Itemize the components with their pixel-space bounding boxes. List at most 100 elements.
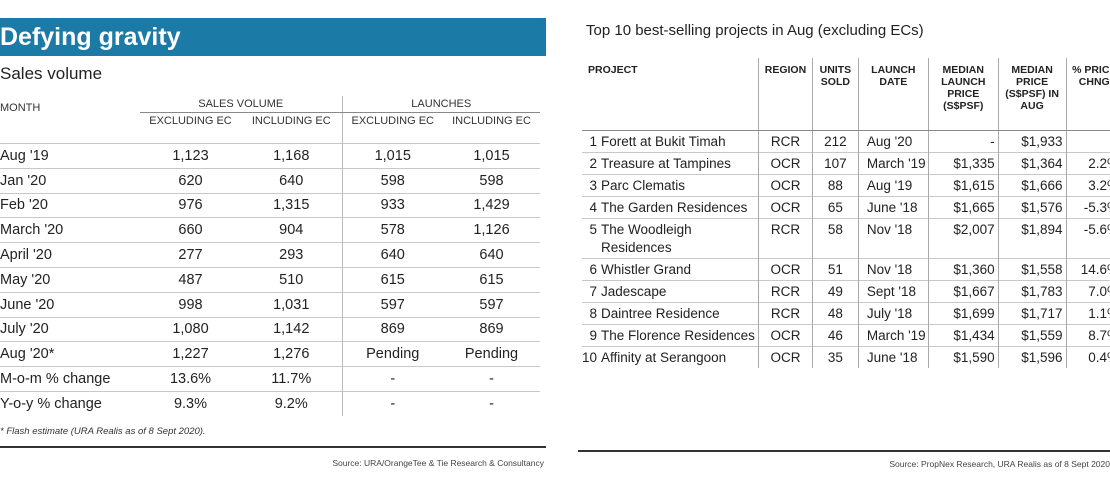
region-cell: RCR (758, 218, 813, 259)
table-row: Y-o-y % change 9.3% 9.2% - - (0, 390, 540, 416)
price-change-cell (1065, 130, 1110, 153)
sales-excluding-ec-cell: 1,080 (140, 316, 241, 342)
median-launch-price-cell: $2,007 (927, 218, 999, 259)
panel-title: Top 10 best-selling projects in Aug (exc… (586, 22, 924, 39)
project-name-cell: The Garden Residences (601, 196, 759, 219)
rank-cell: 3 (582, 174, 602, 197)
median-launch-price-cell: $1,335 (927, 152, 999, 175)
launch-date-cell: Sept '18 (857, 280, 929, 303)
launch-date-cell: June '18 (857, 196, 929, 219)
sales-excluding-ec-cell: 620 (140, 167, 241, 194)
sales-including-ec-cell: 1,168 (241, 143, 342, 169)
header-region: REGION (758, 58, 813, 131)
header-project: PROJECT (582, 58, 759, 131)
sales-including-ec-cell: 1,276 (241, 341, 342, 367)
region-cell: OCR (758, 346, 813, 368)
launch-date-cell: March '19 (857, 324, 929, 347)
rank-cell: 10 (582, 346, 602, 368)
launches-excluding-ec-cell: 933 (341, 192, 443, 218)
table-row: June '20 998 1,031 597 597 (0, 291, 540, 318)
table-row: Aug '20* 1,227 1,276 Pending Pending (0, 341, 540, 367)
launches-excluding-ec-cell: 640 (341, 242, 443, 268)
launches-including-ec-cell: 1,429 (443, 192, 540, 218)
median-price-aug-cell: $1,576 (997, 196, 1067, 219)
rank-cell: 2 (582, 152, 602, 175)
region-cell: OCR (758, 196, 813, 219)
launches-including-ec-cell: 615 (443, 266, 540, 293)
header-price-change: % PRICE CHNG (1065, 58, 1110, 131)
project-name-cell: Daintree Residence (601, 302, 759, 325)
region-cell: OCR (758, 174, 813, 197)
header-launches-excluding-ec: EXCLUDING EC (341, 112, 443, 144)
table-row: 5 The Woodleigh Residences RCR 58 Nov '18 $2,… (582, 218, 1110, 259)
price-change-cell: 1.1% (1065, 302, 1110, 325)
table-row: May '20 487 510 615 615 (0, 266, 540, 293)
month-cell: Aug '19 (0, 143, 140, 169)
month-cell: Aug '20* (0, 341, 140, 367)
table-row: Feb '20 976 1,315 933 1,429 (0, 192, 540, 218)
panel-subtitle: Sales volume (0, 64, 103, 83)
sales-volume-panel: Defying gravity Sales volume MONTH SALES… (0, 0, 548, 480)
project-name-cell: The Florence Residences (601, 324, 759, 347)
launch-date-cell: June '18 (857, 346, 929, 368)
median-launch-price-cell: $1,615 (927, 174, 999, 197)
table-row: Jan '20 620 640 598 598 (0, 167, 540, 194)
median-launch-price-cell: $1,590 (927, 346, 999, 368)
source-credit: Source: PropNex Research, URA Realis as … (889, 459, 1110, 469)
launches-excluding-ec-cell: 578 (341, 217, 443, 243)
header-sales-excluding-ec: EXCLUDING EC (149, 115, 232, 127)
sales-excluding-ec-cell: 998 (140, 291, 241, 318)
top-projects-table: PROJECT REGION UNITS SOLD LAUNCH DATE ME… (582, 58, 1110, 368)
price-change-cell: 2.2% (1065, 152, 1110, 175)
median-launch-price-cell: $1,665 (927, 196, 999, 219)
median-price-aug-cell: $1,783 (997, 280, 1067, 303)
project-name-cell: Affinity at Serangoon (601, 346, 759, 368)
launches-excluding-ec-cell: 1,015 (341, 143, 443, 169)
table-row: 10 Affinity at Serangoon OCR 35 June '18 $1,5… (582, 346, 1110, 368)
month-cell: Jan '20 (0, 167, 140, 194)
launches-including-ec-cell: - (443, 390, 540, 416)
launches-excluding-ec-cell: Pending (341, 341, 443, 367)
launches-including-ec-cell: 1,126 (443, 217, 540, 243)
divider-rule (578, 450, 1110, 452)
project-name-cell: Whistler Grand (601, 258, 759, 281)
median-launch-price-cell: $1,360 (927, 258, 999, 281)
header-sales-volume: SALES VOLUME (140, 96, 342, 113)
sales-including-ec-cell: 510 (241, 266, 342, 293)
sales-volume-table: MONTH SALES VOLUME LAUNCHES EXCLUDING EC… (0, 96, 540, 416)
median-price-aug-cell: $1,894 (997, 218, 1067, 259)
units-sold-cell: 48 (811, 302, 859, 325)
units-sold-cell: 46 (811, 324, 859, 347)
sales-excluding-ec-cell: 9.3% (140, 390, 241, 416)
project-name-cell: Forett at Bukit Timah (601, 130, 759, 153)
launches-excluding-ec-cell: 598 (341, 167, 443, 194)
sales-excluding-ec-cell: 487 (140, 266, 241, 293)
table-row: 4 The Garden Residences OCR 65 June '18 $1,66… (582, 196, 1110, 219)
sales-including-ec-cell: 1,031 (241, 291, 342, 318)
units-sold-cell: 65 (811, 196, 859, 219)
table-row: March '20 660 904 578 1,126 (0, 217, 540, 243)
region-cell: OCR (758, 324, 813, 347)
median-launch-price-cell: $1,434 (927, 324, 999, 347)
divider-rule (0, 446, 546, 448)
sales-including-ec-cell: 9.2% (241, 390, 342, 416)
header-median-launch-price: MEDIAN LAUNCH PRICE (S$PSF) (927, 58, 999, 131)
rank-cell: 4 (582, 196, 602, 219)
table-row: M-o-m % change 13.6% 11.7% - - (0, 366, 540, 392)
rank-cell: 5 (582, 218, 602, 259)
launch-date-cell: July '18 (857, 302, 929, 325)
header-launches-including-ec: INCLUDING EC (452, 115, 531, 127)
region-cell: RCR (758, 280, 813, 303)
launches-including-ec-cell: 869 (443, 316, 540, 342)
table-row: Aug '19 1,123 1,168 1,015 1,015 (0, 143, 540, 169)
median-price-aug-cell: $1,666 (997, 174, 1067, 197)
month-cell: Feb '20 (0, 192, 140, 218)
price-change-cell: 0.4% (1065, 346, 1110, 368)
launches-including-ec-cell: 640 (443, 242, 540, 268)
rank-cell: 6 (582, 258, 602, 281)
price-change-cell: -5.3% (1065, 196, 1110, 219)
month-cell: March '20 (0, 217, 140, 243)
launches-excluding-ec-cell: 597 (341, 291, 443, 318)
sales-including-ec-cell: 640 (241, 167, 342, 194)
